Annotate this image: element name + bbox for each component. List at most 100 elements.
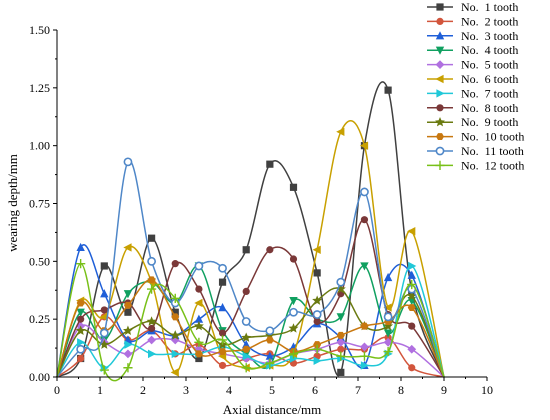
legend-label: No. 5 tooth bbox=[461, 58, 518, 72]
series-2-point bbox=[384, 334, 392, 342]
series-6-point bbox=[99, 312, 108, 322]
series-5-point bbox=[123, 349, 133, 359]
y-tick-label: 0.25 bbox=[29, 312, 50, 326]
series-8-point bbox=[408, 322, 416, 330]
legend-entry-1: No. 1 tooth bbox=[427, 0, 518, 14]
legend-label: No. 10 tooth bbox=[461, 130, 524, 144]
series-2-point bbox=[408, 364, 416, 372]
series-8-point bbox=[218, 329, 227, 337]
series-9-point bbox=[406, 290, 417, 301]
y-axis-title: wearing depth/mm bbox=[5, 154, 20, 252]
series-9-point bbox=[312, 295, 323, 305]
series-11-point bbox=[241, 317, 251, 326]
legend-label: No. 1 tooth bbox=[461, 0, 518, 14]
legend-entry-5: No. 5 tooth bbox=[427, 58, 518, 72]
series-1-point bbox=[313, 269, 321, 277]
series-1-point bbox=[195, 354, 203, 363]
series-10-point bbox=[194, 350, 203, 358]
series-9-point bbox=[383, 320, 394, 331]
legend-entry-10: No. 10 tooth bbox=[427, 130, 524, 144]
series-8-point bbox=[148, 324, 156, 333]
series-12-point bbox=[147, 284, 157, 294]
legend-label: No. 2 tooth bbox=[461, 14, 518, 28]
series-4-point bbox=[360, 262, 369, 271]
y-tick-label: 0.75 bbox=[29, 197, 50, 211]
x-tick-label: 8 bbox=[398, 383, 404, 397]
series-9-point bbox=[241, 332, 252, 342]
series-8-point bbox=[77, 315, 85, 323]
series-11-point bbox=[218, 263, 227, 273]
x-tick-label: 4 bbox=[226, 383, 232, 397]
series-3-point bbox=[407, 270, 416, 279]
series-11-point bbox=[265, 326, 275, 336]
series-5-point bbox=[407, 344, 417, 354]
series-6-point bbox=[383, 303, 392, 312]
legend-label: No. 6 tooth bbox=[461, 72, 518, 86]
series-11 bbox=[56, 157, 445, 378]
legend-marker bbox=[435, 146, 445, 156]
legend-entry-3: No. 3 tooth bbox=[427, 29, 518, 43]
series-6-point bbox=[312, 245, 321, 254]
x-tick-label: 10 bbox=[481, 383, 493, 397]
series-7-point bbox=[124, 340, 133, 349]
series-11-point bbox=[76, 344, 86, 354]
series-4-point bbox=[383, 329, 393, 338]
legend-label: No. 3 tooth bbox=[461, 29, 518, 43]
series-10-point bbox=[76, 299, 85, 307]
series-3-point bbox=[76, 242, 85, 252]
series-12-point bbox=[76, 259, 86, 269]
series-1-point bbox=[384, 86, 392, 94]
series-7-line bbox=[56, 265, 445, 378]
series-6-point bbox=[170, 368, 179, 377]
axes-layer: 0 1 2 3 4 5 6 7 8 9 10 0.00 0.25 0.50 0.75 1.00 1.25 1.50 bbox=[29, 23, 493, 397]
legend-label: No. 8 tooth bbox=[461, 101, 518, 115]
x-tick-label: 0 bbox=[54, 383, 60, 397]
x-tick-label: 6 bbox=[312, 383, 318, 397]
legend-entry-9: No. 9 tooth bbox=[427, 115, 518, 129]
series-10-point bbox=[265, 336, 274, 344]
series-1-point bbox=[337, 368, 345, 376]
series-9-point bbox=[193, 320, 204, 331]
series-12-point bbox=[123, 363, 133, 373]
series-3-point bbox=[100, 289, 109, 298]
series-12-point bbox=[383, 346, 393, 357]
series-11-point bbox=[123, 157, 133, 167]
y-tick-label: 1.50 bbox=[29, 23, 50, 37]
legend-label: No. 4 tooth bbox=[461, 43, 518, 57]
series-12-point bbox=[217, 335, 228, 345]
series-4-point bbox=[336, 313, 345, 322]
series-10-point bbox=[242, 345, 251, 353]
series-10-point bbox=[147, 276, 156, 284]
series-5-point bbox=[147, 335, 156, 345]
legend-marker bbox=[436, 133, 444, 141]
series-2-point bbox=[337, 345, 345, 353]
series-3-point bbox=[383, 272, 393, 282]
series-11-point bbox=[99, 328, 109, 338]
series-8-point bbox=[266, 246, 274, 254]
series-9-point bbox=[99, 339, 110, 349]
series-1-point bbox=[124, 308, 132, 316]
series-4-point bbox=[123, 290, 133, 299]
legend-label: No. 11 tooth bbox=[461, 144, 524, 158]
series-12-point bbox=[336, 351, 346, 361]
series-7-point bbox=[313, 356, 322, 366]
series-10-point bbox=[360, 322, 369, 330]
series-6-point bbox=[123, 243, 132, 252]
legend-marker bbox=[435, 31, 445, 40]
legend-marker bbox=[435, 160, 445, 170]
series-12-point bbox=[359, 351, 370, 361]
series-12-point bbox=[312, 344, 322, 354]
legend-entry-8: No. 8 tooth bbox=[427, 101, 518, 115]
series-1-point bbox=[289, 183, 298, 191]
series-3-point bbox=[265, 351, 275, 360]
legend-marker bbox=[435, 117, 445, 127]
series-7-point bbox=[408, 261, 417, 271]
legend-marker bbox=[436, 17, 444, 25]
legend-entry-2: No. 2 tooth bbox=[427, 14, 518, 28]
x-tick-label: 1 bbox=[97, 383, 103, 397]
series-8-point bbox=[313, 317, 321, 326]
series-9-point bbox=[335, 283, 346, 294]
x-axis-title: Axial distance/mm bbox=[223, 402, 322, 417]
legend-entry-11: No. 11 tooth bbox=[427, 144, 524, 158]
series-1-point bbox=[242, 246, 250, 254]
